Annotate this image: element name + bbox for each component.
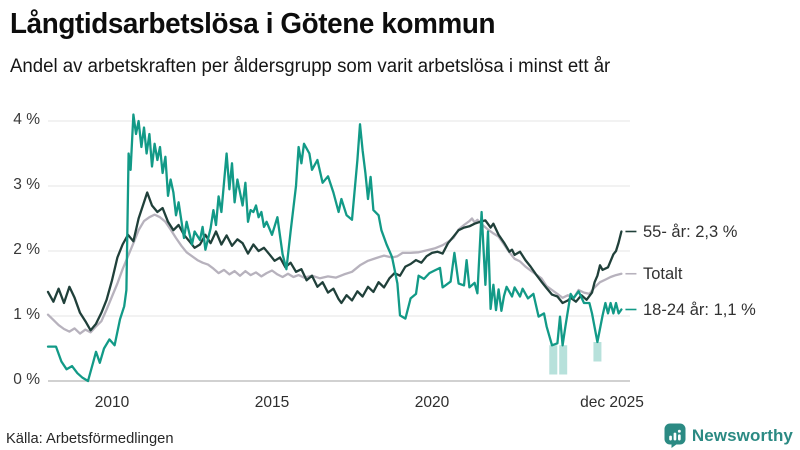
x-tick-dec-2025: dec 2025 <box>580 394 644 411</box>
y-tick-0: 0 % <box>13 371 40 388</box>
newsworthy-brand: Newsworthy <box>664 423 793 448</box>
y-tick-4: 4 % <box>13 111 40 128</box>
uncertainty-band <box>549 345 558 375</box>
series-line-2 <box>46 113 623 383</box>
series-line-0 <box>46 191 623 332</box>
page-subtitle: Andel av arbetskraften per åldersgrupp s… <box>10 56 611 77</box>
newsworthy-brand-text: Newsworthy <box>691 425 793 445</box>
series-label-55-plus: 55- år: 2,3 % <box>643 221 738 241</box>
page-title: Långtidsarbetslösa i Götene kommun <box>10 8 496 40</box>
y-tick-1: 1 % <box>13 306 40 323</box>
newsworthy-logo-icon <box>664 423 686 448</box>
x-tick-2010: 2010 <box>94 394 130 411</box>
y-tick-3: 3 % <box>13 176 40 193</box>
series-label-totalt: Totalt <box>643 263 683 283</box>
x-tick-2015: 2015 <box>254 394 290 411</box>
x-tick-2020: 2020 <box>414 394 450 411</box>
uncertainty-band <box>559 345 568 375</box>
y-tick-2: 2 % <box>13 241 40 258</box>
uncertainty-band <box>593 342 602 362</box>
series-line-1 <box>46 213 623 335</box>
series-label-18-24: 18-24 år: 1,1 % <box>643 299 756 319</box>
source-note: Källa: Arbetsförmedlingen <box>6 430 174 447</box>
